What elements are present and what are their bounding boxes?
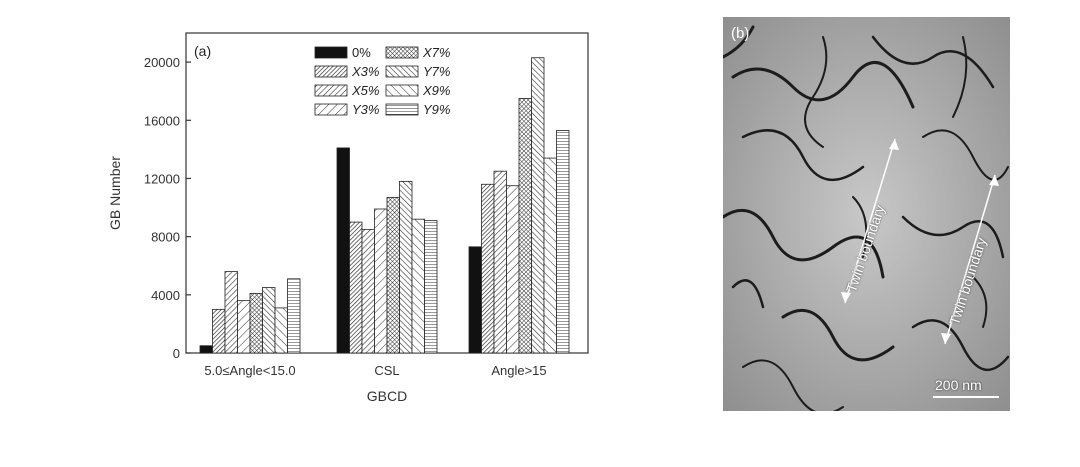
legend-label: X9%	[422, 83, 450, 98]
bars	[199, 57, 570, 354]
y-tick-label: 20000	[144, 55, 180, 70]
legend-label: Y3%	[352, 102, 379, 117]
bar-y3pct-1	[374, 208, 388, 354]
x-tick-label: Angle>15	[491, 363, 546, 378]
tem-image	[723, 17, 1010, 411]
bar-y9pct-2	[556, 130, 570, 354]
bar-y9pct-0	[287, 278, 301, 354]
bar-y3pct-0	[237, 300, 251, 354]
bar-x5pct-1	[361, 228, 375, 354]
legend-swatch	[314, 103, 348, 116]
bar-0pct-2	[468, 246, 482, 354]
bar-x5pct-2	[493, 170, 507, 354]
arrow-head-icon	[989, 175, 999, 186]
bar-x9pct-0	[274, 307, 288, 354]
legend-label: X5%	[351, 83, 379, 98]
legend-label: Y9%	[423, 102, 450, 117]
legend-label: X3%	[351, 64, 379, 79]
bar-x3pct-2	[481, 183, 495, 354]
bar-x3pct-1	[349, 221, 363, 354]
y-tick-label: 8000	[151, 230, 180, 245]
arrow-head-icon	[841, 292, 851, 303]
tem-micrograph-b: (b) Twin boundary Twin boundary 200 nm	[723, 17, 1010, 411]
bar-x9pct-1	[411, 218, 425, 354]
bar-y3pct-2	[506, 185, 520, 354]
dislocation-lines	[723, 25, 1010, 411]
legend: 0% X3% X5% Y3% X7% Y7% X9% Y9%	[314, 45, 450, 117]
legend-swatch	[385, 65, 419, 78]
y-axis-label: GB Number	[107, 156, 123, 230]
bar-x9pct-2	[543, 157, 557, 354]
legend-swatch	[314, 84, 348, 97]
x-axis-label: GBCD	[367, 388, 407, 404]
x-tick-label: 5.0≤Angle<15.0	[204, 363, 295, 378]
bar-y7pct-0	[262, 287, 276, 354]
legend-swatch	[385, 46, 419, 59]
x-tick-label: CSL	[374, 363, 399, 378]
bar-x5pct-0	[224, 271, 238, 354]
bar-0pct-1	[336, 147, 350, 354]
y-axis: 0 4000 8000 12000 16000 20000	[144, 55, 191, 361]
twin-boundary-arrow-2	[944, 174, 996, 345]
arrow-head-icon	[889, 139, 899, 150]
panel-label-b: (b)	[731, 25, 750, 42]
bar-x7pct-2	[518, 98, 532, 354]
legend-label: Y7%	[423, 64, 450, 79]
bar-y7pct-2	[531, 57, 545, 354]
bar-y7pct-1	[399, 180, 413, 354]
bar-x7pct-0	[249, 292, 263, 354]
bar-y9pct-1	[424, 220, 438, 354]
legend-swatch	[385, 84, 419, 97]
scale-bar-label: 200 nm	[935, 377, 982, 393]
bar-x7pct-1	[386, 196, 400, 354]
bar-x3pct-0	[212, 308, 226, 354]
x-axis: 5.0≤Angle<15.0 CSL Angle>15	[204, 348, 547, 378]
legend-swatch	[385, 103, 419, 116]
legend-label: 0%	[352, 45, 371, 60]
bar-0pct-0	[199, 345, 213, 354]
y-tick-label: 0	[173, 346, 180, 361]
legend-swatch	[314, 65, 348, 78]
bar-chart-a: (a) 0 4000 8000 12000 16000 20000 5.0≤Angle<1…	[107, 32, 589, 404]
y-tick-label: 12000	[144, 171, 180, 186]
y-tick-label: 16000	[144, 113, 180, 128]
y-tick-label: 4000	[151, 288, 180, 303]
twin-boundary-arrow-1	[844, 138, 896, 304]
legend-label: X7%	[422, 45, 450, 60]
panel-label-a: (a)	[194, 43, 211, 59]
arrow-head-icon	[941, 333, 951, 344]
legend-swatch	[314, 46, 348, 59]
